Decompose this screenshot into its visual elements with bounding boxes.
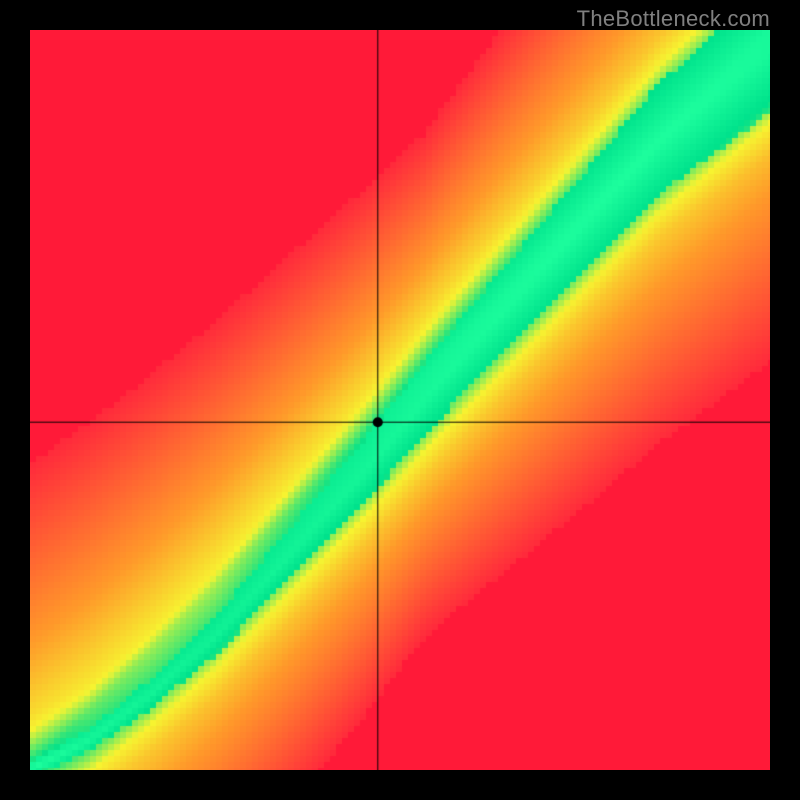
heatmap-plot [30,30,770,770]
heatmap-canvas [30,30,770,770]
watermark-text: TheBottleneck.com [577,6,770,32]
chart-container: TheBottleneck.com [0,0,800,800]
